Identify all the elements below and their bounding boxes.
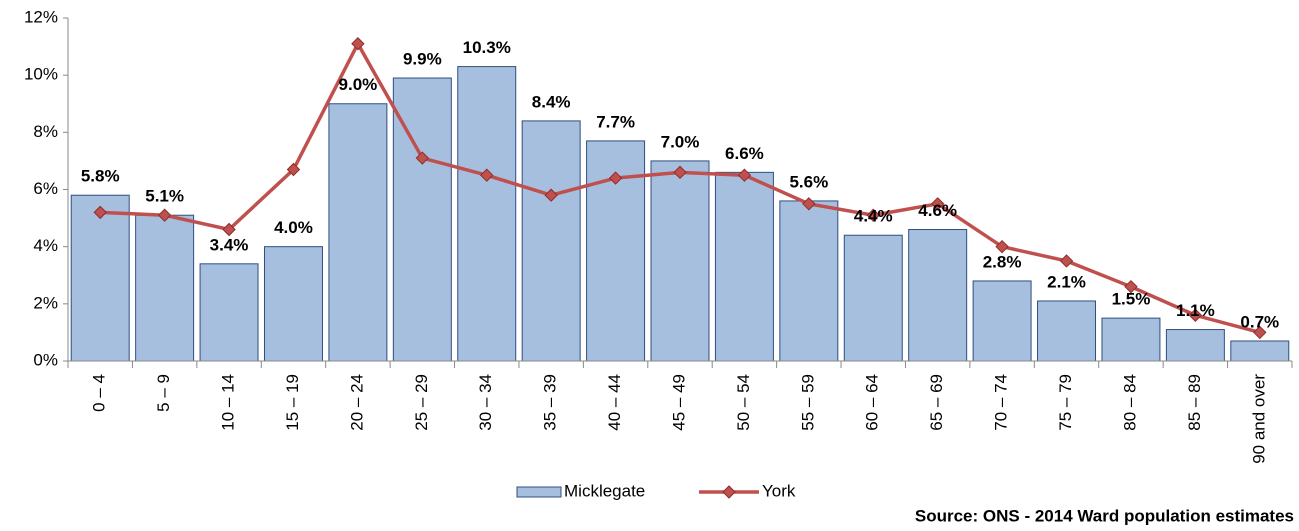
bar — [199, 263, 259, 362]
data-label: 5.8% — [81, 167, 120, 186]
y-tick-label: 10% — [24, 65, 58, 84]
x-tick-label: 35 – 39 — [541, 374, 560, 431]
legend-marker — [722, 485, 736, 499]
x-tick-label: 75 – 79 — [1056, 374, 1075, 431]
x-tick-label: 10 – 14 — [219, 374, 238, 431]
y-tick-label: 4% — [33, 236, 58, 255]
y-tick-label: 0% — [33, 350, 58, 369]
data-label: 1.1% — [1176, 301, 1215, 320]
data-label: 1.5% — [1112, 290, 1151, 309]
x-tick-label: 80 – 84 — [1120, 374, 1139, 431]
marker — [1188, 308, 1203, 322]
x-tick-label: 85 – 89 — [1185, 374, 1204, 431]
bar — [1165, 329, 1225, 362]
data-label: 2.1% — [1047, 272, 1086, 291]
x-tick-label: 90 and over — [1249, 374, 1268, 464]
marker — [802, 197, 816, 211]
data-label: 5.6% — [789, 172, 828, 191]
x-tick-label: 45 – 49 — [669, 374, 688, 431]
bar — [779, 200, 839, 362]
data-label: 10.3% — [463, 38, 511, 57]
marker — [866, 208, 880, 222]
data-label: 9.9% — [403, 50, 442, 69]
marker — [222, 222, 236, 237]
bar — [521, 120, 581, 362]
x-tick-label: 15 – 19 — [283, 374, 302, 431]
marker — [351, 37, 365, 51]
x-tick-label: 20 – 24 — [347, 374, 366, 431]
bar — [1230, 340, 1290, 362]
x-tick-label: 65 – 69 — [927, 374, 946, 431]
marker — [286, 162, 301, 177]
bar — [457, 66, 517, 362]
x-tick-label: 70 – 74 — [992, 374, 1011, 431]
y-tick-label: 6% — [33, 179, 58, 198]
x-tick-label: 40 – 44 — [605, 374, 624, 431]
marker — [544, 188, 558, 202]
data-label: 6.6% — [725, 144, 764, 163]
bar — [908, 229, 968, 362]
bar — [972, 280, 1032, 362]
marker — [1124, 279, 1138, 294]
data-label: 7.7% — [596, 112, 635, 131]
marker — [1059, 254, 1074, 268]
data-label: 0.7% — [1240, 312, 1279, 331]
bar — [1101, 317, 1161, 362]
x-tick-label: 55 – 59 — [798, 374, 817, 431]
marker — [930, 197, 945, 211]
x-tick-label: 0 – 4 — [90, 374, 109, 412]
bar — [135, 214, 195, 362]
marker — [93, 205, 107, 220]
legend-label: Micklegate — [564, 481, 645, 500]
data-label: 2.8% — [983, 252, 1022, 271]
x-tick-label: 50 – 54 — [734, 374, 753, 431]
bar — [263, 246, 323, 362]
legend-label: York — [762, 481, 796, 500]
bar — [1037, 300, 1097, 362]
bar — [650, 160, 710, 362]
data-label: 3.4% — [210, 235, 249, 254]
marker — [737, 168, 752, 182]
source-note: Source: ONS - 2014 Ward population estim… — [915, 506, 1294, 525]
legend-swatch — [516, 486, 562, 498]
x-tick-label: 30 – 34 — [476, 374, 495, 431]
marker — [157, 208, 172, 222]
y-tick-label: 8% — [33, 122, 58, 141]
data-label: 8.4% — [532, 92, 571, 111]
bar — [328, 103, 388, 362]
x-tick-label: 25 – 29 — [412, 374, 431, 431]
y-tick-label: 12% — [24, 7, 58, 26]
marker — [608, 171, 623, 185]
bar — [70, 194, 130, 362]
data-label: 5.1% — [145, 187, 184, 206]
data-label: 4.0% — [274, 218, 313, 237]
y-tick-label: 2% — [33, 293, 58, 312]
marker — [673, 165, 687, 180]
x-tick-label: 5 – 9 — [154, 374, 173, 412]
data-label: 7.0% — [661, 132, 700, 151]
bar — [843, 234, 903, 362]
data-label: 4.4% — [854, 207, 893, 226]
marker — [995, 239, 1009, 254]
marker — [1253, 325, 1267, 340]
marker — [480, 168, 494, 182]
data-label: 9.0% — [339, 75, 378, 94]
marker — [415, 151, 430, 165]
x-tick-label: 60 – 64 — [863, 374, 882, 431]
data-label: 4.6% — [918, 201, 957, 220]
bar — [714, 171, 774, 362]
